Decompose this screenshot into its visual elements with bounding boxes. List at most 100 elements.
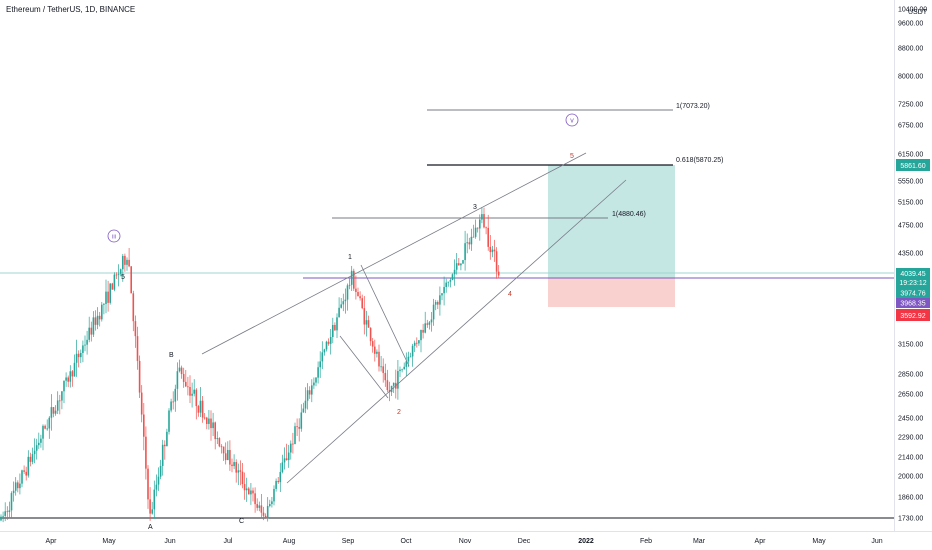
candle-body: [201, 400, 204, 418]
candle-body: [418, 340, 420, 344]
symbol-title[interactable]: Ethereum / TetherUS, 1D, BINANCE: [6, 5, 136, 14]
entry-price-tag[interactable]: [896, 288, 930, 298]
candle-body: [147, 468, 149, 500]
wave-label-iii: iii: [112, 235, 116, 241]
price-tick-label: 5550.00: [898, 179, 923, 186]
candle-body: [208, 418, 210, 424]
candle-body: [4, 511, 6, 516]
candle-body: [300, 412, 303, 429]
target-price-tag[interactable]: [896, 159, 930, 171]
candle-body: [111, 283, 114, 290]
candle-body: [38, 442, 40, 446]
wave2-channel-line-b[interactable]: [339, 335, 389, 399]
candle-body: [355, 288, 357, 293]
candle-body: [94, 317, 97, 325]
candle-body: [40, 438, 42, 443]
candle-body: [29, 456, 32, 462]
candle-body: [143, 414, 145, 437]
candle-body: [109, 283, 111, 303]
target-zone[interactable]: [548, 165, 675, 278]
wave-label-v: v: [570, 118, 574, 125]
candle-body: [145, 436, 147, 469]
time-tick-label: 2022: [578, 538, 594, 545]
candle-body: [264, 515, 267, 519]
candle-body: [214, 422, 216, 440]
candle-body: [136, 336, 139, 361]
candle-body: [313, 382, 315, 386]
wave-label-a: A: [148, 524, 153, 531]
candle-body: [367, 320, 370, 328]
candle-body: [443, 287, 445, 294]
candle-body: [336, 317, 338, 331]
candle-body: [216, 438, 219, 440]
candle-body: [474, 227, 477, 237]
candle-body: [199, 400, 202, 413]
time-tick-label: Dec: [518, 538, 531, 545]
purple-level-tag[interactable]: [896, 298, 930, 308]
candle-body: [397, 371, 399, 389]
candle-body: [10, 493, 13, 511]
candle-body: [340, 304, 342, 308]
wedge-lower-line[interactable]: [286, 179, 627, 484]
candle-body: [485, 227, 487, 229]
candle-body: [317, 367, 319, 378]
candle-body: [166, 431, 168, 447]
candle-body: [174, 388, 177, 402]
candle-body: [275, 480, 277, 489]
time-tick-label: Sep: [342, 538, 355, 545]
candle-body: [35, 445, 38, 451]
wave2-channel-line-a[interactable]: [360, 264, 410, 367]
candle-body: [403, 366, 405, 370]
candle-body: [0, 516, 2, 521]
stop-zone[interactable]: [548, 278, 675, 307]
last-price-tag[interactable]: [896, 268, 930, 288]
wave-circle-v[interactable]: [565, 113, 579, 127]
candle-body: [182, 374, 185, 382]
stop-price-tag[interactable]: [896, 309, 930, 321]
candle-body: [8, 510, 11, 513]
wave-circle-iii[interactable]: [107, 229, 121, 243]
candle-body: [46, 428, 48, 430]
candle-body: [428, 322, 431, 325]
candle-body: [269, 504, 271, 507]
time-tick-label: Feb: [640, 538, 652, 545]
candle-body: [237, 470, 240, 473]
candle-body: [420, 329, 422, 341]
candle-body: [222, 446, 225, 454]
candle-body: [266, 506, 269, 519]
price-tick-label: 6750.00: [898, 123, 923, 130]
stop-price-tag-label: 3592.92: [900, 313, 925, 320]
candle-body: [191, 393, 193, 396]
candle-body: [262, 512, 265, 516]
candle-body: [462, 260, 464, 264]
candle-body: [344, 299, 347, 302]
price-tick-label: 4750.00: [898, 223, 923, 230]
candle-body: [458, 263, 460, 266]
currency-label: USDT: [908, 9, 928, 16]
candle-body: [210, 418, 212, 429]
target-price-tag-label: 5861.60: [900, 163, 925, 170]
time-tick-label: Oct: [401, 538, 412, 545]
candle-body: [245, 488, 248, 491]
candle-body: [470, 236, 473, 245]
candle-body: [254, 493, 256, 505]
candle-body: [479, 219, 481, 229]
candle-body: [71, 371, 74, 377]
wave-label-c: C: [239, 518, 244, 525]
candle-body: [374, 346, 376, 354]
candle-body: [44, 425, 46, 429]
candle-body: [481, 214, 483, 220]
candle-body: [113, 274, 116, 290]
candle-body: [296, 426, 298, 428]
price-tick-label: 9600.00: [898, 21, 923, 28]
candle-body: [315, 377, 317, 383]
wedge-upper-line[interactable]: [201, 152, 587, 355]
last-price-tag-label: 4039.45: [900, 271, 925, 278]
candle-body: [197, 406, 200, 413]
price-tick-label: 4350.00: [898, 251, 923, 258]
candle-body: [405, 361, 408, 367]
candle-body: [2, 515, 4, 517]
candle-body: [487, 227, 489, 247]
candle-body: [180, 367, 183, 375]
